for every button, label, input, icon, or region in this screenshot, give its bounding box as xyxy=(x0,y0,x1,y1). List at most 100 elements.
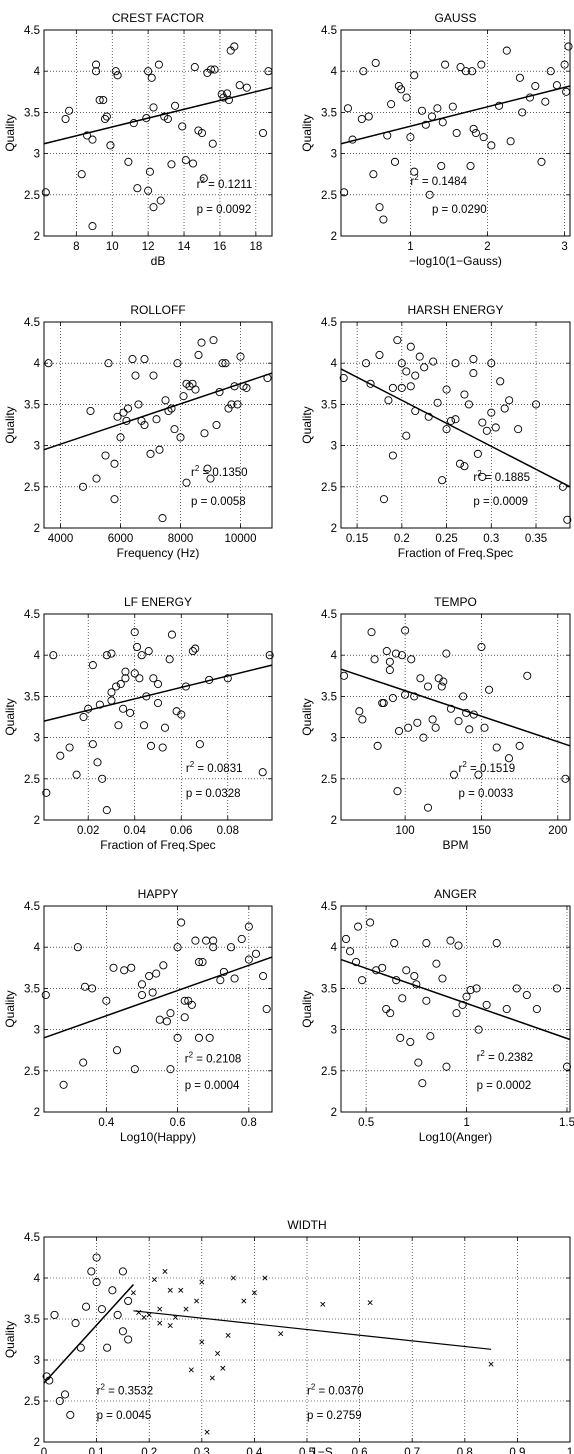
data-point xyxy=(128,355,137,364)
y-tick-label: 3.5 xyxy=(321,691,337,703)
data-point xyxy=(61,114,70,124)
data-point xyxy=(375,350,384,360)
data-point xyxy=(112,682,121,691)
x-tick-label: 0.2 xyxy=(141,1447,157,1454)
chart-anger: 0.5 1 1.5 2 2.5 3 3.5 4 4.5 ANGER Log10(Anger) Qual… xyxy=(300,887,574,1144)
x-axis-label: Frequency (Hz) xyxy=(117,546,200,560)
data-point xyxy=(466,985,475,995)
data-point xyxy=(402,93,411,102)
data-point xyxy=(230,974,239,983)
data-point xyxy=(224,404,233,413)
data-point xyxy=(187,1000,196,1009)
chart-gauss: 1 2 3 2 2.5 3 3.5 4 4.5 GAUSS −log10(1−Gauss) Quali… xyxy=(300,11,573,268)
data-point xyxy=(152,969,161,978)
data-point-cross xyxy=(151,1277,157,1283)
data-point-cross xyxy=(320,1301,326,1307)
data-point xyxy=(144,67,153,76)
r-squared-label: r2 = 0.1484 xyxy=(410,173,467,188)
data-point xyxy=(237,934,246,944)
data-point xyxy=(223,674,232,683)
x-tick-label: 0.2 xyxy=(394,533,410,545)
data-point xyxy=(518,108,527,117)
data-point xyxy=(404,723,413,732)
data-point xyxy=(402,367,411,376)
data-point xyxy=(137,990,147,1000)
x-tick-label: 0.35 xyxy=(525,533,547,545)
plot-area xyxy=(43,613,273,821)
data-point xyxy=(258,128,268,138)
y-tick-label: 3.5 xyxy=(24,107,40,119)
data-point xyxy=(431,723,440,732)
chart-title: HAPPY xyxy=(138,887,179,901)
data-point xyxy=(206,65,216,74)
y-tick-label: 2.5 xyxy=(24,1066,40,1078)
data-point xyxy=(137,651,146,660)
data-point xyxy=(366,918,375,927)
data-point xyxy=(209,936,218,945)
data-point xyxy=(259,971,268,981)
y-axis-label: Quality xyxy=(300,406,314,443)
x-tick-label: 0 xyxy=(41,1447,47,1454)
y-axis-label: Quality xyxy=(3,990,17,1027)
data-point xyxy=(406,133,415,142)
y-tick-label: 4 xyxy=(331,650,338,662)
x-tick-label: 1 xyxy=(463,1117,469,1129)
data-point xyxy=(137,980,147,989)
data-point xyxy=(118,1327,127,1336)
data-point xyxy=(149,103,158,112)
data-point xyxy=(66,1410,75,1419)
data-point xyxy=(182,379,191,388)
data-point xyxy=(355,707,364,716)
data-point xyxy=(173,1033,182,1042)
data-point xyxy=(429,357,438,366)
data-point xyxy=(474,770,483,779)
data-point xyxy=(448,102,457,111)
data-point xyxy=(92,1253,101,1262)
data-point xyxy=(110,459,119,468)
x-axis-label: 1−SLR xyxy=(311,1445,343,1454)
data-point xyxy=(369,170,378,179)
data-point xyxy=(119,408,128,417)
y-tick-label: 4 xyxy=(331,66,338,78)
data-point xyxy=(352,957,361,967)
data-point xyxy=(158,514,167,523)
y-axis-label: Quality xyxy=(3,406,17,443)
data-point xyxy=(93,758,102,767)
data-point xyxy=(531,81,540,91)
x-tick-label: 0.5 xyxy=(299,1447,315,1454)
x-tick-label: 0.04 xyxy=(124,825,147,837)
data-point xyxy=(212,420,221,430)
data-point xyxy=(441,60,450,69)
data-point xyxy=(406,1037,415,1047)
data-point xyxy=(485,685,494,694)
data-point xyxy=(561,774,570,783)
data-point xyxy=(438,476,447,485)
data-point xyxy=(177,918,186,927)
data-point xyxy=(191,936,200,945)
chart-rolloff: 4000 6000 8000 10000 2 2.5 3 3.5 4 4.5 ROLLOFF Freq… xyxy=(3,303,273,560)
data-point xyxy=(145,971,154,981)
data-point xyxy=(506,137,515,146)
data-point xyxy=(191,644,200,653)
data-point xyxy=(478,418,487,427)
data-point xyxy=(442,425,451,434)
data-point xyxy=(480,723,489,732)
data-point-cross xyxy=(199,1279,205,1285)
plot-area xyxy=(340,905,571,1113)
data-point xyxy=(414,1058,423,1067)
data-point xyxy=(478,472,487,481)
data-point-cross xyxy=(262,1275,268,1281)
data-point xyxy=(206,474,215,483)
y-axis-label: Quality xyxy=(3,1321,17,1358)
data-point xyxy=(384,396,393,405)
data-point xyxy=(50,1310,59,1319)
data-point xyxy=(92,67,101,76)
data-point xyxy=(514,425,523,434)
data-point xyxy=(422,996,431,1005)
data-point xyxy=(417,106,427,115)
y-tick-label: 3.5 xyxy=(321,983,337,995)
data-point xyxy=(562,87,571,96)
plot-area xyxy=(43,321,273,529)
data-point-cross xyxy=(230,1275,236,1281)
data-point xyxy=(358,715,367,724)
